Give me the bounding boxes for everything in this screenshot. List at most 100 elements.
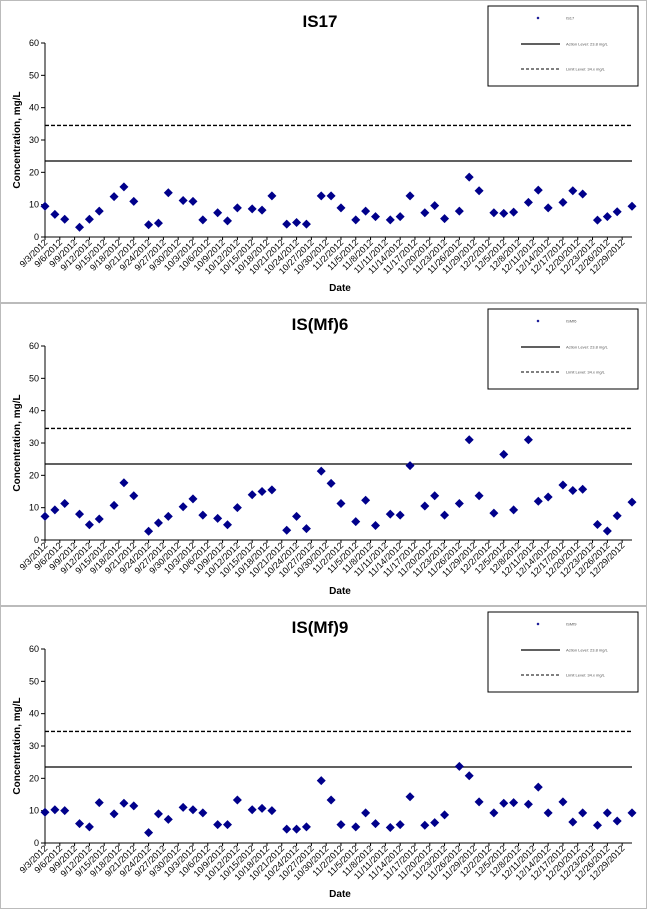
data-point (627, 201, 637, 211)
data-point (75, 509, 85, 519)
y-tick-label: 0 (34, 232, 39, 242)
x-axis-label: Date (329, 283, 351, 294)
data-point (454, 498, 464, 508)
data-point (198, 808, 208, 818)
data-point (385, 509, 395, 519)
x-axis-label: Date (329, 586, 351, 597)
chart-title: IS(Mf)6 (292, 315, 349, 334)
data-point (188, 805, 198, 815)
data-point (282, 219, 292, 229)
data-point (543, 203, 553, 213)
y-tick-label: 60 (29, 341, 39, 351)
legend-entry-label: IS17 (566, 16, 575, 21)
data-point (499, 208, 509, 218)
data-point (232, 503, 242, 513)
data-point (385, 822, 395, 832)
data-point (405, 191, 415, 201)
data-point (84, 520, 94, 530)
data-point (316, 191, 326, 201)
y-tick-label: 30 (29, 741, 39, 751)
y-tick-label: 60 (29, 644, 39, 654)
data-point (351, 215, 361, 225)
data-point (109, 192, 119, 202)
y-tick-label: 10 (29, 200, 39, 210)
data-point (464, 771, 474, 781)
data-point (163, 511, 173, 521)
data-point (301, 524, 311, 534)
chart-panel-1: IS(Mf)6 Concentration, mg/L 0 10 20 30 40 50 60 9… (0, 303, 648, 606)
data-point (292, 217, 302, 227)
data-point (543, 492, 553, 502)
data-point (558, 480, 568, 490)
data-point (60, 806, 70, 816)
data-point (257, 487, 267, 496)
data-point (361, 808, 371, 818)
data-point (178, 195, 188, 205)
data-point (40, 807, 50, 817)
data-point (558, 197, 568, 207)
data-point (316, 776, 326, 786)
data-point (509, 505, 519, 515)
data-point (454, 761, 464, 771)
data-point (75, 222, 85, 232)
y-tick-label: 0 (34, 838, 39, 848)
data-point (301, 219, 311, 229)
panel-border (0, 303, 647, 606)
data-point (109, 500, 119, 510)
data-point (568, 486, 578, 496)
data-point (489, 808, 499, 818)
data-point (301, 822, 311, 832)
y-tick-label: 20 (29, 470, 39, 480)
data-point (474, 186, 484, 196)
data-point (370, 520, 380, 530)
data-point (50, 805, 60, 815)
data-point (213, 208, 223, 218)
data-point (592, 820, 602, 830)
data-point (464, 172, 474, 182)
data-point (282, 525, 292, 535)
data-point (370, 819, 380, 829)
data-point (489, 208, 499, 218)
data-point (119, 798, 129, 808)
panel-border (0, 0, 647, 303)
x-axis-label: Date (329, 889, 351, 900)
data-point (499, 798, 509, 808)
data-point (361, 206, 371, 216)
data-point (592, 215, 602, 225)
data-point (247, 805, 257, 815)
data-point (440, 214, 450, 224)
data-point (232, 203, 242, 213)
data-point (523, 435, 533, 445)
data-point (213, 820, 223, 830)
data-point (405, 792, 415, 802)
data-point (282, 824, 292, 834)
data-point (612, 816, 622, 826)
data-point (558, 797, 568, 807)
data-point (336, 498, 346, 508)
data-point (144, 220, 154, 230)
legend-entry-label: ISMf6 (566, 319, 577, 324)
data-point (178, 802, 188, 812)
y-tick-label: 30 (29, 135, 39, 145)
data-point (129, 491, 139, 501)
data-point (94, 798, 104, 808)
data-point (602, 526, 612, 536)
data-point (454, 206, 464, 216)
legend-marker (536, 319, 540, 323)
data-point (153, 518, 163, 528)
data-point (40, 511, 50, 521)
data-point (292, 824, 302, 834)
data-point (163, 188, 173, 198)
data-point (267, 191, 277, 201)
data-point (543, 808, 553, 818)
data-point (292, 511, 302, 521)
data-point (361, 495, 371, 505)
data-point (178, 502, 188, 512)
chart-title: IS17 (303, 12, 338, 31)
data-point (420, 501, 430, 511)
chart-panel-2: IS(Mf)9 Concentration, mg/L 0 10 20 30 40 50 60 9… (0, 606, 648, 909)
data-point (94, 206, 104, 216)
data-point (627, 808, 637, 818)
